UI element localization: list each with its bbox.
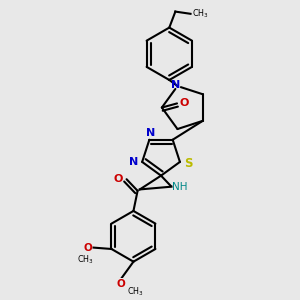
Text: S: S	[184, 157, 192, 170]
Text: CH$_3$: CH$_3$	[127, 286, 144, 298]
Text: N: N	[129, 157, 138, 167]
Text: O: O	[83, 243, 92, 253]
Text: O: O	[180, 98, 189, 108]
Text: N: N	[172, 80, 181, 90]
Text: N: N	[146, 128, 155, 137]
Text: CH$_3$: CH$_3$	[192, 7, 208, 20]
Text: NH: NH	[172, 182, 188, 192]
Text: CH$_3$: CH$_3$	[77, 254, 94, 266]
Text: O: O	[114, 174, 123, 184]
Text: O: O	[116, 279, 125, 289]
